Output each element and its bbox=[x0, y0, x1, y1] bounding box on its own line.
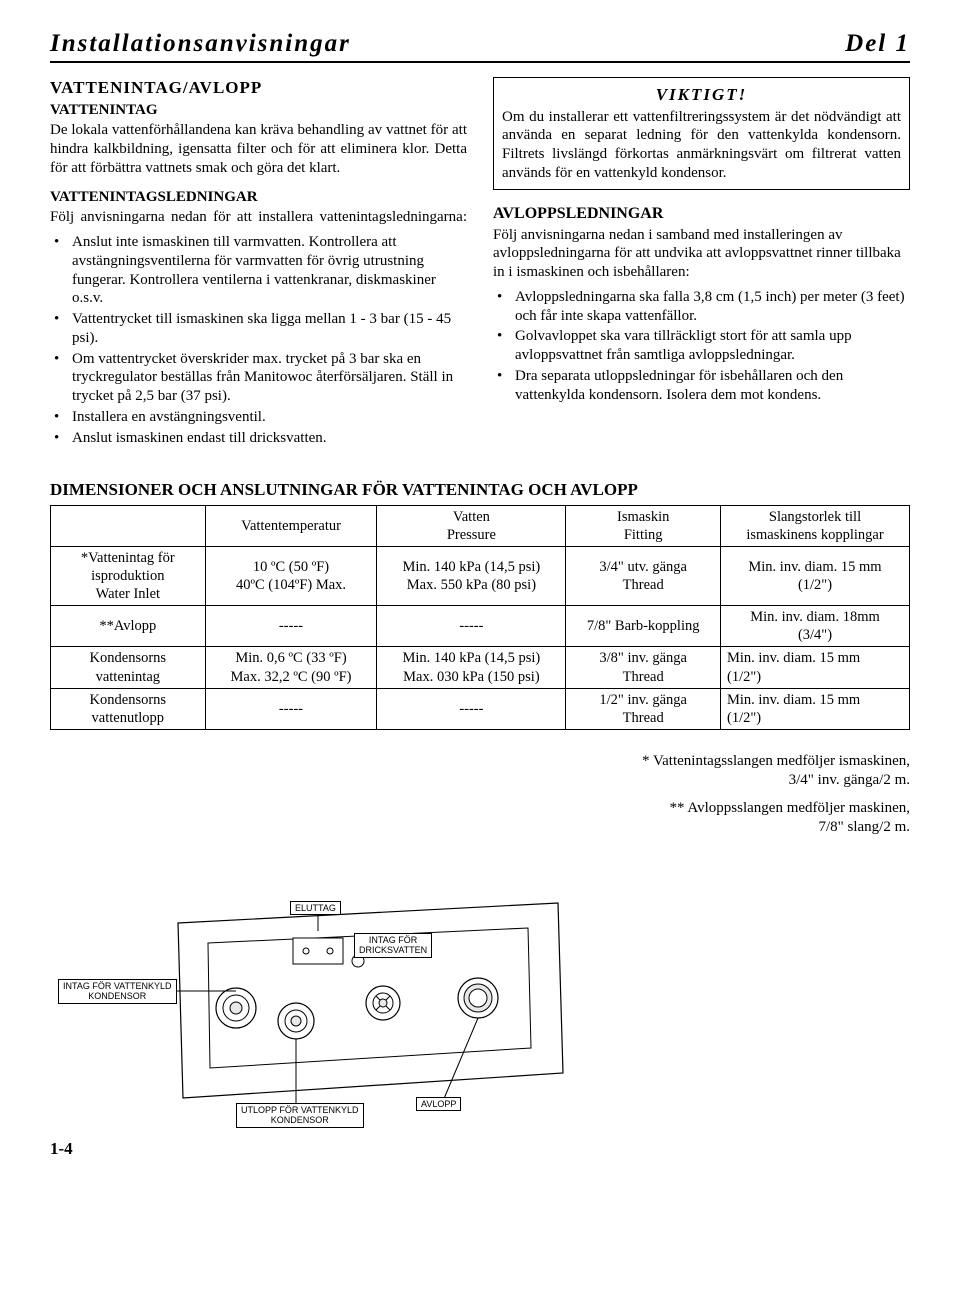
table-row: Kondensornsvattenintag Min. 0,6 ºC (33 º… bbox=[51, 647, 910, 688]
page-part: Del 1 bbox=[845, 28, 910, 59]
viktigt-callout: VIKTIGT! Om du installerar ett vattenfil… bbox=[493, 77, 910, 189]
table-header: VattenPressure bbox=[377, 505, 566, 546]
list-item: Golvavloppet ska vara tillräckligt stort… bbox=[493, 327, 910, 365]
list-item: Om vattentrycket överskrider max. trycke… bbox=[50, 350, 467, 406]
table-cell: ----- bbox=[205, 606, 377, 647]
table-header bbox=[51, 505, 206, 546]
table-cell: Kondensornsvattenintag bbox=[51, 647, 206, 688]
table-cell: 3/4" utv. gängaThread bbox=[566, 546, 721, 605]
table-cell: Min. inv. diam. 15 mm(1/2") bbox=[720, 546, 909, 605]
list-item: Anslut ismaskinen endast till dricksvatt… bbox=[50, 429, 467, 448]
table-cell: Min. 140 kPa (14,5 psi)Max. 030 kPa (150… bbox=[377, 647, 566, 688]
right-column: VIKTIGT! Om du installerar ett vattenfil… bbox=[493, 77, 910, 449]
sub-vattenintagsledningar: VATTENINTAGSLEDNINGAR bbox=[50, 188, 467, 207]
table-cell: Kondensornsvattenutlopp bbox=[51, 688, 206, 729]
diagram-label-avlopp: AVLOPP bbox=[416, 1097, 461, 1111]
list-item: Installera en avstängningsventil. bbox=[50, 408, 467, 427]
table-cell: ----- bbox=[377, 606, 566, 647]
table-cell: 3/8" inv. gängaThread bbox=[566, 647, 721, 688]
diagram-label-eluttag: ELUTTAG bbox=[290, 901, 341, 915]
right-bullet-list: Avloppsledningarna ska falla 3,8 cm (1,5… bbox=[493, 288, 910, 405]
footnote-2: ** Avloppsslangen medföljer maskinen,7/8… bbox=[50, 799, 910, 837]
table-cell: Min. 0,6 ºC (33 ºF)Max. 32,2 ºC (90 ºF) bbox=[205, 647, 377, 688]
table-cell: ----- bbox=[377, 688, 566, 729]
table-cell: ----- bbox=[205, 688, 377, 729]
vattenintag-paragraph: De lokala vattenförhållandena kan kräva … bbox=[50, 121, 467, 177]
table-cell: 1/2" inv. gängaThread bbox=[566, 688, 721, 729]
sub-avloppsledningar: AVLOPPSLEDNINGAR bbox=[493, 204, 910, 224]
viktigt-body: Om du installerar ett vattenfiltreringss… bbox=[502, 108, 901, 183]
table-row: **Avlopp ----- ----- 7/8" Barb-koppling … bbox=[51, 606, 910, 647]
table-cell: Min. inv. diam. 18mm(3/4") bbox=[720, 606, 909, 647]
left-bullet-list: Anslut inte ismaskinen till varmvatten. … bbox=[50, 233, 467, 447]
diagram-label-kondensor-in: INTAG FÖR VATTENKYLDKONDENSOR bbox=[58, 979, 177, 1004]
footnotes: * Vattenintagsslangen medföljer ismaskin… bbox=[50, 752, 910, 837]
dimensions-title: DIMENSIONER OCH ANSLUTNINGAR FÖR VATTENI… bbox=[50, 479, 910, 500]
footnote-1: * Vattenintagsslangen medföljer ismaskin… bbox=[50, 752, 910, 790]
sub-vattenintag: VATTENINTAG bbox=[50, 101, 467, 120]
table-cell: Min. inv. diam. 15 mm(1/2") bbox=[720, 688, 909, 729]
table-cell: **Avlopp bbox=[51, 606, 206, 647]
table-header: Slangstorlek tillismaskinens kopplingar bbox=[720, 505, 909, 546]
diagram-label-dricksvatten: INTAG FÖRDRICKSVATTEN bbox=[354, 933, 432, 958]
left-column: VATTENINTAG/AVLOPP VATTENINTAG De lokala… bbox=[50, 77, 467, 449]
viktigt-title: VIKTIGT! bbox=[502, 84, 901, 105]
table-cell: 7/8" Barb-koppling bbox=[566, 606, 721, 647]
page-title: Installationsanvisningar bbox=[50, 28, 351, 59]
connection-diagram: INTAG FÖR VATTENKYLDKONDENSOR ELUTTAG IN… bbox=[58, 853, 598, 1153]
list-item: Anslut inte ismaskinen till varmvatten. … bbox=[50, 233, 467, 308]
diagram-label-kondensor-ut: UTLOPP FÖR VATTENKYLDKONDENSOR bbox=[236, 1103, 364, 1128]
vattenintagsledningar-intro: Följ anvisningarna nedan för att install… bbox=[50, 208, 467, 227]
table-row: *Vattenintag förisproduktionWater Inlet … bbox=[51, 546, 910, 605]
table-cell: *Vattenintag förisproduktionWater Inlet bbox=[51, 546, 206, 605]
section-vattenintag-avlopp: VATTENINTAG/AVLOPP bbox=[50, 77, 467, 98]
list-item: Dra separata utloppsledningar för isbehå… bbox=[493, 367, 910, 405]
table-cell: Min. 140 kPa (14,5 psi)Max. 550 kPa (80 … bbox=[377, 546, 566, 605]
dimensions-table: Vattentemperatur VattenPressure Ismaskin… bbox=[50, 505, 910, 730]
table-cell: Min. inv. diam. 15 mm(1/2") bbox=[720, 647, 909, 688]
table-header: Vattentemperatur bbox=[205, 505, 377, 546]
table-row: Kondensornsvattenutlopp ----- ----- 1/2"… bbox=[51, 688, 910, 729]
list-item: Vattentrycket till ismaskinen ska ligga … bbox=[50, 310, 467, 348]
avlopp-intro: Följ anvisningarna nedan i samband med i… bbox=[493, 226, 910, 282]
table-cell: 10 ºC (50 ºF)40ºC (104ºF) Max. bbox=[205, 546, 377, 605]
list-item: Avloppsledningarna ska falla 3,8 cm (1,5… bbox=[493, 288, 910, 326]
page-number: 1-4 bbox=[50, 1138, 73, 1159]
table-header: IsmaskinFitting bbox=[566, 505, 721, 546]
